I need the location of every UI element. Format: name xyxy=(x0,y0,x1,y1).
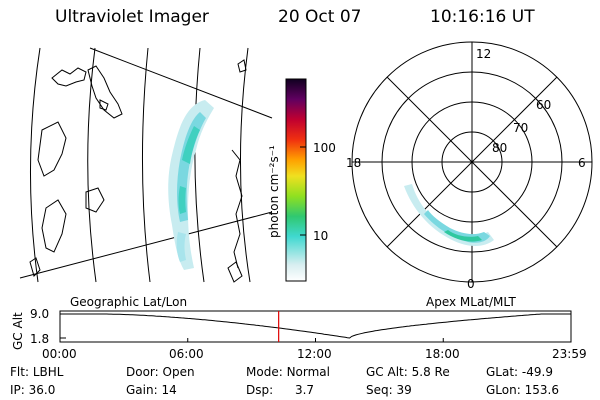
info-dsp: Dsp: 3.7 xyxy=(246,383,315,397)
altitude-plot-frame xyxy=(59,310,572,343)
lat-label-80: 80 xyxy=(492,141,508,155)
colorbar-tick-100: 100 xyxy=(313,141,336,155)
mlt-label-6: 6 xyxy=(578,156,586,170)
info-door: Door: Open xyxy=(126,365,195,379)
altitude-plot xyxy=(59,310,572,343)
aurora-geographic xyxy=(168,100,214,270)
altitude-tick-high: 9.0 xyxy=(30,307,50,321)
altitude-curve xyxy=(60,313,571,339)
apex-caption: Apex MLat/MLT xyxy=(426,295,516,309)
colorbar-unit-label: photon cm⁻²s⁻¹ xyxy=(267,145,281,238)
info-seq: Seq: 39 xyxy=(366,383,412,397)
polar-plot xyxy=(351,41,593,283)
lat-label-60: 60 xyxy=(536,98,552,112)
lat-label-70: 70 xyxy=(513,121,529,135)
time-tick-0000: 00:00 xyxy=(42,347,77,361)
aurora-polar xyxy=(404,184,494,246)
altitude-tick-low: 1.8 xyxy=(30,332,50,346)
info-filter: Flt: LBHL xyxy=(10,365,64,379)
mlt-label-0: 0 xyxy=(467,277,475,291)
info-gain: Gain: 14 xyxy=(126,383,177,397)
mlt-label-12: 12 xyxy=(476,47,492,61)
info-gc-alt: GC Alt: 5.8 Re xyxy=(366,365,450,379)
time-tick-2359: 23:59 xyxy=(552,347,587,361)
mlt-label-18: 18 xyxy=(346,156,362,170)
info-glat: GLat: -49.9 xyxy=(486,365,553,379)
info-mode: Mode: Normal xyxy=(246,365,330,379)
geographic-caption: Geographic Lat/Lon xyxy=(70,295,188,309)
instrument-title: Ultraviolet Imager xyxy=(55,7,209,27)
image-date: 20 Oct 07 xyxy=(278,7,362,27)
colorbar-tick-10: 10 xyxy=(313,229,329,243)
colorbar xyxy=(285,78,307,282)
geographic-map xyxy=(19,47,273,283)
info-glon: GLon: 153.6 xyxy=(486,383,559,397)
time-tick-1200: 12:00 xyxy=(297,347,332,361)
image-time: 10:16:16 UT xyxy=(430,7,535,27)
info-ip: IP: 36.0 xyxy=(10,383,56,397)
time-tick-1800: 18:00 xyxy=(425,347,460,361)
altitude-axis-label: GC Alt xyxy=(11,312,25,350)
time-tick-0600: 06:00 xyxy=(169,347,204,361)
